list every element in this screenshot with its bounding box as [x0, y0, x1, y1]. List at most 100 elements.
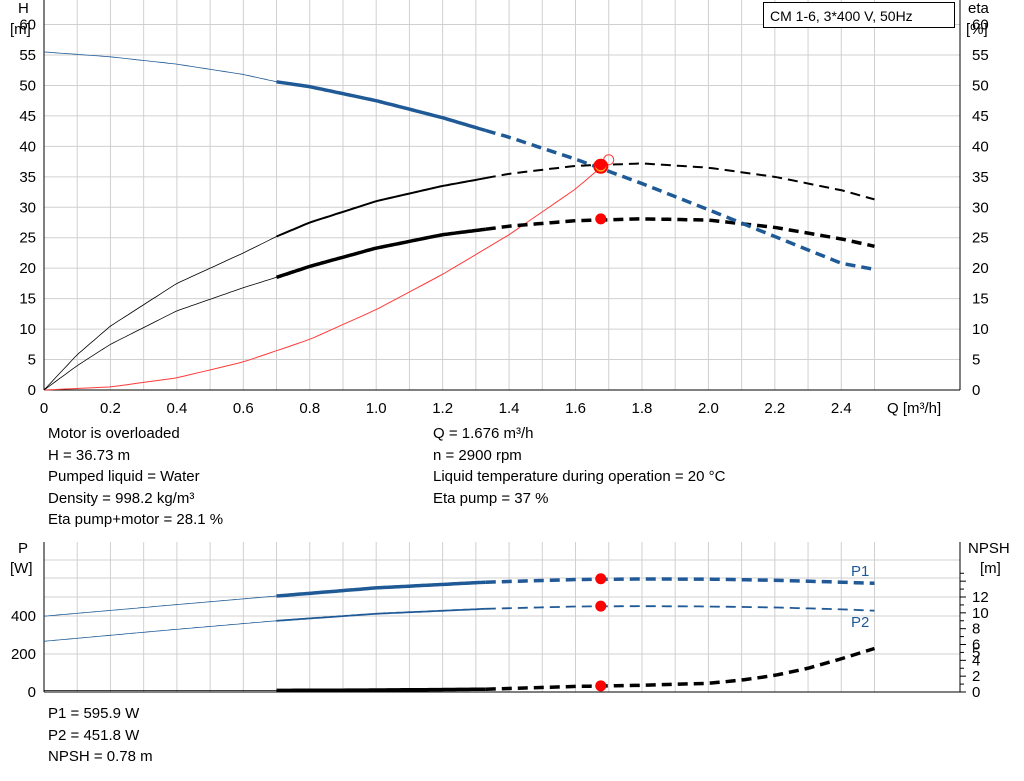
info-line: Motor is overloaded: [48, 425, 180, 442]
y-tick-label: 40: [19, 138, 36, 155]
y2-tick-label: 10: [972, 321, 989, 338]
eta-pump-curve-solid: [276, 177, 486, 238]
p1-curve-thin: [43, 595, 277, 617]
eta-total-curve-solid: [275, 227, 486, 279]
y2-axis-title: NPSH: [968, 540, 1010, 557]
info-line: Q = 1.676 m³/h: [433, 425, 534, 442]
x-tick-label: 0.8: [299, 400, 320, 417]
x-tick-label: 0: [40, 400, 48, 417]
duty-point-p1: [595, 573, 607, 585]
p2-series-label: P2: [851, 614, 869, 631]
y-tick-label: 35: [19, 169, 36, 186]
x-axis-title: Q [m³/h]: [887, 400, 941, 417]
y2-tick-label: 12: [972, 589, 989, 606]
y2-tick-label: 25: [972, 230, 989, 247]
eta-pump-curve-dashed: [485, 162, 875, 201]
y2-tick-label: 50: [972, 77, 989, 94]
y2-tick-label: 8: [972, 621, 980, 638]
eta-total-curve-thin: [43, 276, 277, 391]
y-tick-label: 200: [11, 646, 36, 663]
info-line: P2 = 451.8 W: [48, 726, 140, 744]
info-line: P1 = 595.9 W: [48, 705, 140, 722]
upper-info-right: Q = 1.676 m³/h n = 2900 rpm Liquid tempe…: [433, 423, 725, 509]
y-tick-label: 400: [11, 608, 36, 625]
duty-point-p2: [595, 600, 607, 612]
x-tick-label: 0.6: [233, 400, 254, 417]
info-line: H = 36.73 m: [48, 446, 131, 464]
x-tick-label: 1.4: [499, 400, 520, 417]
y2-tick-label: 4: [972, 652, 980, 669]
y2-tick-label: 6: [972, 637, 980, 654]
p1-curve-solid: [276, 580, 486, 598]
y2-tick-label: 40: [972, 138, 989, 155]
p2-curve-thin: [43, 620, 277, 642]
y2-tick-label: 20: [972, 260, 989, 277]
x-tick-label: 0.4: [166, 400, 187, 417]
x-tick-label: 1.2: [432, 400, 453, 417]
p1-series-label: P1: [851, 563, 869, 580]
p1-curve-dashed: [485, 577, 875, 586]
y-tick-label: 50: [19, 77, 36, 94]
x-tick-label: 2.4: [831, 400, 852, 417]
y2-tick-label: 0: [972, 382, 980, 399]
x-tick-label: 1.6: [565, 400, 586, 417]
y2-axis-title: eta: [968, 0, 990, 17]
x-tick-label: 0.2: [100, 400, 121, 417]
y-axis-title: P: [18, 540, 28, 557]
info-line: NPSH = 0.78 m: [48, 748, 153, 765]
y-tick-label: 45: [19, 108, 36, 125]
y-tick-label: 25: [19, 230, 36, 247]
y2-tick-label: 15: [972, 291, 989, 308]
upper-info-left: Motor is overloaded H = 36.73 m Pumped l…: [48, 423, 223, 531]
y-axis-unit: [W]: [10, 560, 33, 577]
head-curve-solid: [276, 80, 487, 133]
y2-tick-label: 5: [972, 644, 980, 661]
y-tick-label: 20: [19, 260, 36, 277]
info-line: Density = 998.2 kg/m³: [48, 489, 195, 507]
y-tick-label: 55: [19, 47, 36, 64]
x-tick-label: 1.0: [366, 400, 387, 417]
duty-point-npsh: [595, 680, 607, 692]
eta-pump-curve-thin: [43, 236, 277, 391]
y2-tick-label: 45: [972, 108, 989, 125]
y2-tick-label: 10: [972, 605, 989, 622]
y2-tick-label: 0: [972, 684, 980, 701]
head-curve-dashed: [485, 128, 875, 272]
y-tick-label: 10: [19, 321, 36, 338]
info-line: Eta pump = 37 %: [433, 489, 549, 507]
y-tick-label: 30: [19, 199, 36, 216]
head-curve-thin: [43, 51, 277, 83]
p2-curve-solid: [276, 607, 486, 622]
x-tick-label: 2.2: [764, 400, 785, 417]
y-tick-label: 60: [19, 17, 36, 34]
x-tick-label: 2.0: [698, 400, 719, 417]
y2-tick-label: 30: [972, 199, 989, 216]
y2-axis-unit: [m]: [980, 560, 1001, 577]
y-tick-label: 15: [19, 291, 36, 308]
y2-tick-label: 55: [972, 47, 989, 64]
npsh-curve-solid: [276, 687, 486, 693]
y-tick-label: 0: [28, 684, 36, 701]
duty-point-eta-pump: [595, 159, 607, 171]
lower-info: P1 = 595.9 W P2 = 451.8 W NPSH = 0.78 m: [48, 703, 153, 768]
info-line: Pumped liquid = Water: [48, 468, 200, 485]
y2-axis-unit: [%]: [966, 21, 988, 38]
duty-point-eta-total: [595, 213, 607, 225]
y-axis-title: H: [18, 0, 29, 17]
system-curve: [43, 165, 603, 391]
p2-curve-dashed: [485, 605, 875, 612]
info-line: Liquid temperature during operation = 20…: [433, 468, 726, 485]
x-tick-label: 1.8: [632, 400, 653, 417]
y2-tick-label: 5: [972, 352, 980, 369]
y-tick-label: 5: [28, 352, 36, 369]
y-axis-unit: [m]: [10, 21, 31, 38]
info-line: Eta pump+motor = 28.1 %: [48, 511, 224, 528]
y2-tick-label: 2: [972, 668, 980, 685]
chart-legend-title: CM 1-6, 3*400 V, 50Hz: [763, 2, 955, 28]
y2-tick-label: 35: [972, 169, 989, 186]
eta-total-curve-dashed: [485, 217, 875, 249]
y-tick-label: 0: [28, 382, 36, 399]
npsh-curve-dashed: [485, 646, 876, 691]
info-line: n = 2900 rpm: [433, 446, 522, 464]
